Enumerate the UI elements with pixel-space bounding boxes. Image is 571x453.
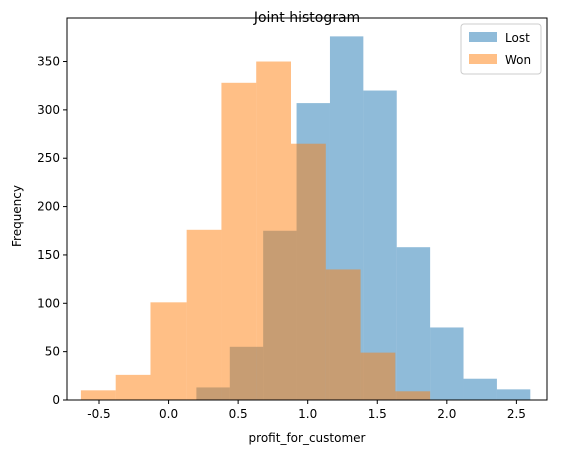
bar-won-0 bbox=[80, 390, 116, 400]
x-tick-label: 2.0 bbox=[437, 407, 456, 421]
bar-won-3 bbox=[186, 229, 222, 400]
x-axis-title: profit_for_customer bbox=[249, 431, 366, 445]
bar-won-7 bbox=[325, 269, 361, 400]
bar-won-6 bbox=[291, 143, 326, 401]
y-axis-title: Frequency bbox=[10, 185, 24, 247]
y-tick-label: 300 bbox=[37, 103, 60, 117]
plot-frame bbox=[66, 17, 548, 401]
legend-swatch-won bbox=[469, 54, 497, 64]
x-tick-label: -0.5 bbox=[87, 407, 110, 421]
y-tick-label: 50 bbox=[45, 345, 60, 359]
bar-won-8 bbox=[360, 352, 396, 400]
bar-won-1 bbox=[115, 374, 151, 400]
bar-won-2 bbox=[150, 302, 187, 400]
bar-won-5 bbox=[256, 61, 291, 401]
y-tick-label: 150 bbox=[37, 248, 60, 262]
legend-label-lost: Lost bbox=[505, 31, 530, 45]
bar-lost-6 bbox=[396, 247, 431, 400]
y-tick-label: 100 bbox=[37, 296, 60, 310]
y-tick-label: 250 bbox=[37, 151, 60, 165]
x-tick-label: 1.0 bbox=[298, 407, 317, 421]
bar-won-9 bbox=[395, 391, 431, 400]
x-tick-label: 1.5 bbox=[368, 407, 387, 421]
legend-label-won: Won bbox=[505, 53, 531, 67]
bar-lost-9 bbox=[496, 389, 531, 400]
legend: Lost Won bbox=[460, 23, 542, 75]
x-tick-label: 0.5 bbox=[229, 407, 248, 421]
legend-swatch-lost bbox=[469, 32, 497, 42]
bar-lost-8 bbox=[463, 378, 497, 400]
bar-lost-7 bbox=[430, 327, 464, 400]
bar-lost-5 bbox=[363, 90, 397, 400]
x-tick-label: 0.0 bbox=[159, 407, 178, 421]
x-axis: -0.5 0.0 0.5 1.0 1.5 2.0 2.5 bbox=[87, 400, 526, 421]
bar-won-4 bbox=[221, 82, 257, 401]
y-tick-label: 200 bbox=[37, 200, 60, 214]
bars-layer bbox=[80, 36, 531, 401]
y-tick-label: 350 bbox=[37, 55, 60, 69]
y-tick-label: 0 bbox=[52, 393, 60, 407]
x-tick-label: 2.5 bbox=[507, 407, 526, 421]
y-axis: 0 50 100 150 200 250 300 350 bbox=[37, 55, 67, 407]
